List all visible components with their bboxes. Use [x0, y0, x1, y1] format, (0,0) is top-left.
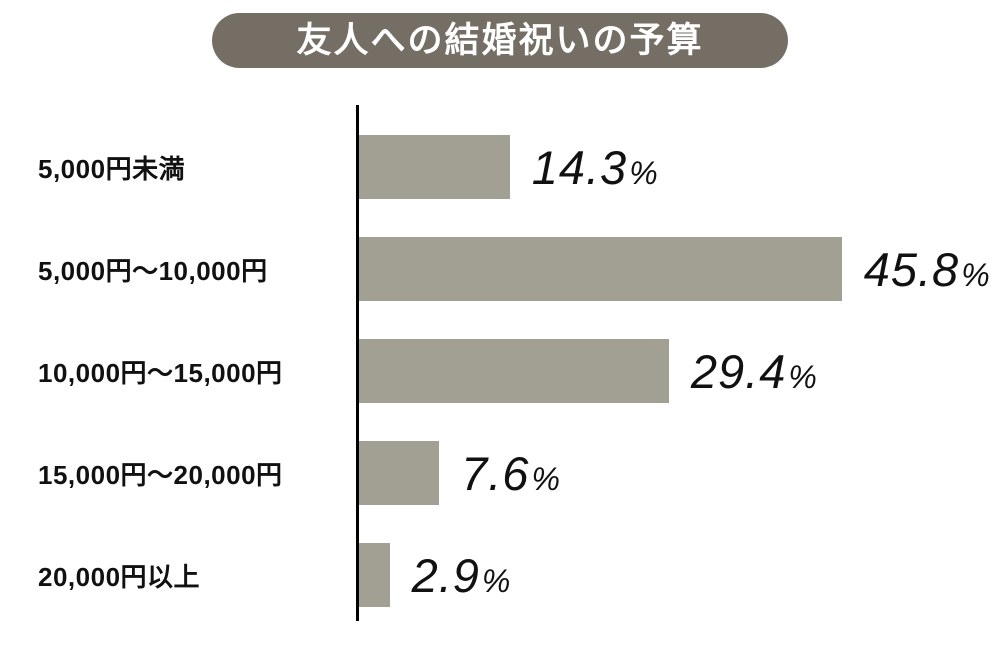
value-number: 14.3 — [531, 140, 628, 194]
bar-row: 5,000円〜10,000円 45.8% — [0, 218, 1000, 320]
bar — [359, 237, 842, 301]
value-number: 29.4 — [690, 344, 787, 398]
category-label: 10,000円〜15,000円 — [38, 357, 283, 388]
value-number: 7.6 — [461, 446, 530, 500]
bar-row: 10,000円〜15,000円 29.4% — [0, 320, 1000, 422]
bar — [359, 441, 440, 505]
value-unit: % — [629, 154, 658, 191]
value-unit: % — [961, 256, 990, 293]
bar-row: 5,000円未満 14.3% — [0, 116, 1000, 218]
bar-zone: 29.4% — [359, 320, 1000, 422]
bar-zone: 2.9% — [359, 524, 1000, 626]
value-unit: % — [788, 358, 817, 395]
bar-zone: 14.3% — [359, 116, 1000, 218]
y-axis-line — [356, 105, 359, 621]
value-label: 2.9% — [412, 552, 511, 599]
chart-title: 友人への結婚祝いの予算 — [296, 21, 704, 60]
bar-zone: 45.8% — [359, 218, 1000, 320]
bar-rows: 5,000円未満 14.3% 5,000円〜10,000円 45.8% 10,000円〜… — [0, 116, 1000, 626]
value-label: 14.3% — [532, 144, 658, 191]
value-label: 7.6% — [461, 450, 560, 497]
category-label: 5,000円〜10,000円 — [38, 255, 268, 286]
category-label: 20,000円以上 — [38, 561, 201, 592]
bar-zone: 7.6% — [359, 422, 1000, 524]
value-label: 45.8% — [864, 246, 990, 293]
category-label: 5,000円未満 — [38, 153, 186, 184]
category-label: 15,000円〜20,000円 — [38, 459, 283, 490]
chart-title-pill: 友人への結婚祝いの予算 — [212, 13, 788, 68]
value-unit: % — [481, 562, 511, 599]
value-number: 2.9 — [411, 548, 480, 602]
bar — [359, 135, 510, 199]
value-label: 29.4% — [691, 348, 817, 395]
value-number: 45.8 — [863, 242, 960, 296]
value-unit: % — [531, 460, 560, 497]
bar — [359, 339, 669, 403]
bar-row: 20,000円以上 2.9% — [0, 524, 1000, 626]
bar — [359, 543, 390, 607]
bar-row: 15,000円〜20,000円 7.6% — [0, 422, 1000, 524]
